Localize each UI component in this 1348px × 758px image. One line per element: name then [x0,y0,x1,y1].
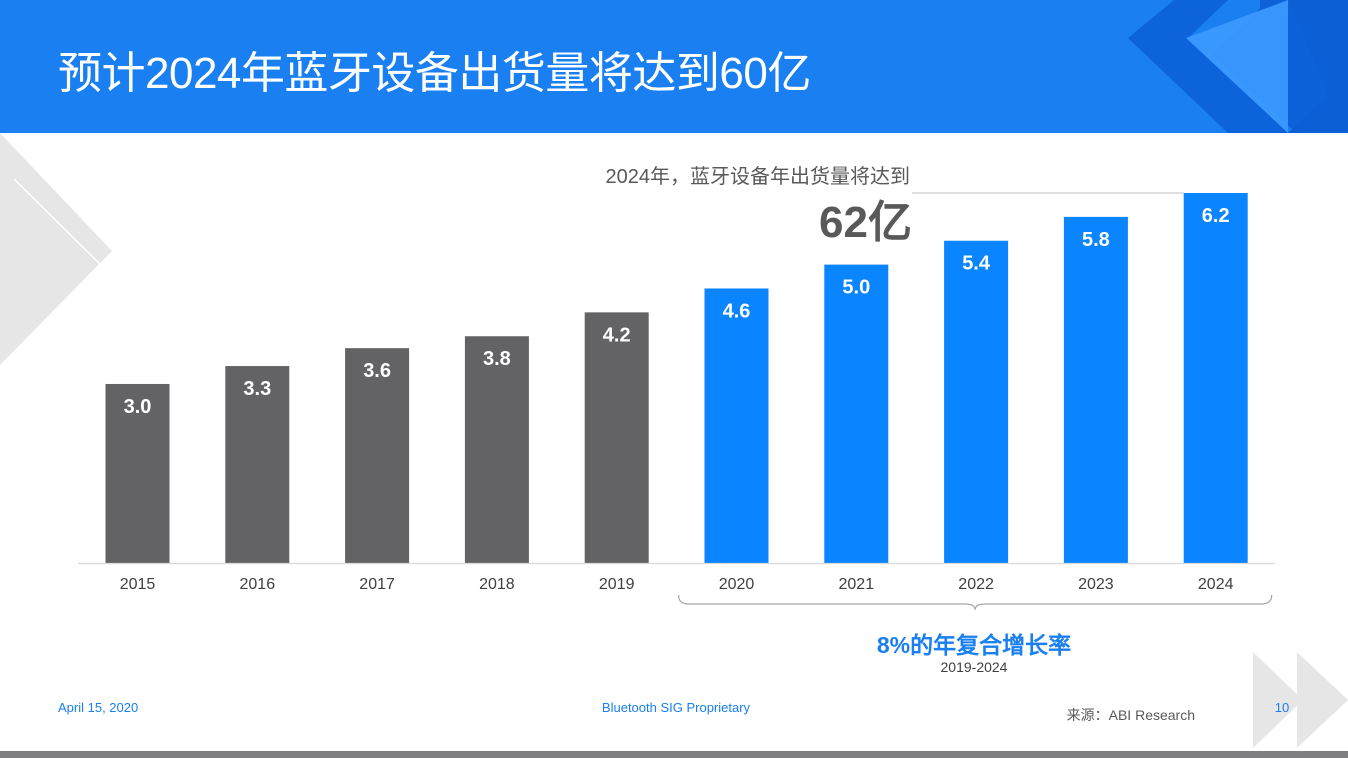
x-tick-label-2024: 2024 [1198,576,1234,593]
triangle-decoration-icon [0,133,114,374]
data-label-2021: 5.0 [842,277,870,299]
data-label-2016: 3.3 [243,378,271,400]
data-label-2022: 5.4 [962,253,991,275]
callout-text: 2024年，蓝牙设备年出货量将达到 [605,166,911,188]
callout-value: 62亿 [819,198,912,247]
data-label-2024: 6.2 [1202,205,1230,227]
data-label-2023: 5.8 [1082,229,1110,251]
bar-2016 [225,366,290,563]
footer-date: April 15, 2020 [58,700,139,715]
header-banner: 预计2024年蓝牙设备出货量将达到60亿 [0,0,1348,133]
bar-2022 [944,240,1009,563]
bar-2017 [345,348,410,563]
x-tick-label-2018: 2018 [479,576,515,593]
cagr-bracket [677,594,1273,611]
data-label-2019: 4.2 [603,324,631,346]
x-tick-label-2016: 2016 [240,576,276,593]
chevron-logo-icon [1128,0,1348,133]
bar-2024 [1183,193,1248,563]
bar-2021 [824,264,889,563]
bar-2023 [1063,216,1128,563]
x-tick-label-2020: 2020 [719,576,755,593]
triangle-decoration-icon [1253,652,1348,748]
page-number: 10 [1274,700,1290,715]
x-tick-label-2021: 2021 [839,576,875,593]
x-tick-label-2017: 2017 [359,576,395,593]
data-label-2017: 3.6 [363,360,391,382]
bar-2018 [464,336,529,563]
cagr-label: 8%的年复合增长率 [876,632,1072,658]
page-title: 预计2024年蓝牙设备出货量将达到60亿 [58,49,811,98]
data-label-2015: 3.0 [124,396,152,418]
footer-source: 来源：ABI Research [1066,707,1195,723]
data-label-2018: 3.8 [483,348,511,370]
footer-proprietary: Bluetooth SIG Proprietary [601,700,751,715]
x-tick-label-2023: 2023 [1078,576,1114,593]
x-tick-label-2019: 2019 [599,576,635,593]
x-tick-label-2015: 2015 [120,576,156,593]
data-label-2020: 4.6 [723,300,751,322]
bar-2020 [704,288,769,563]
bar-2019 [584,312,649,563]
cagr-range: 2019-2024 [940,659,1008,675]
bar-2015 [105,383,170,563]
x-tick-label-2022: 2022 [958,576,994,593]
bottom-bar [0,751,1348,758]
